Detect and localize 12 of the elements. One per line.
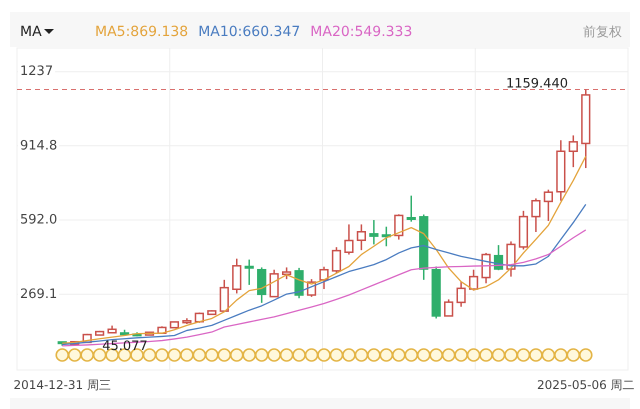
text: MA20:549.333 bbox=[310, 24, 412, 40]
y-tick-label: 914.8 bbox=[20, 138, 58, 154]
y-tick-label: 592.0 bbox=[20, 212, 58, 228]
x-tick-label: 2025-05-06 周二 bbox=[536, 378, 635, 392]
x-tick-label: 2014-12-31 周三 bbox=[13, 378, 112, 392]
text: MA10:660.347 bbox=[198, 24, 300, 40]
text: MA5:869.138 bbox=[95, 24, 188, 40]
ref-line-label: 1159.440 bbox=[506, 76, 568, 92]
y-tick-label: 1237 bbox=[20, 64, 54, 80]
y-tick-label: 269.1 bbox=[20, 286, 58, 302]
text: 前复权 bbox=[583, 25, 622, 40]
text: MA bbox=[20, 24, 42, 40]
